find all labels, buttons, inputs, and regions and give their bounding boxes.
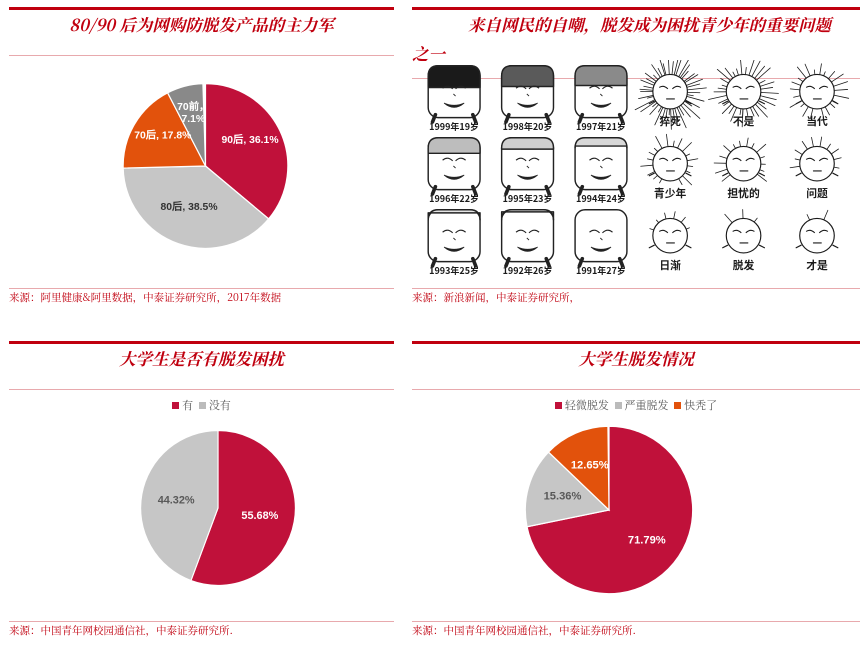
svg-text:1991年27岁: 1991年27岁 — [576, 264, 626, 276]
svg-text:80后, 38.5%: 80后, 38.5% — [161, 200, 218, 213]
svg-text:70后, 17.8%: 70后, 17.8% — [134, 129, 191, 142]
svg-text:90后, 36.1%: 90后, 36.1% — [222, 133, 279, 146]
svg-text:担忧的: 担忧的 — [727, 185, 760, 201]
svg-text:55.68%: 55.68% — [241, 510, 278, 522]
svg-text:1996年22岁: 1996年22岁 — [429, 192, 479, 205]
svg-text:12.65%: 12.65% — [571, 459, 609, 471]
svg-text:1992年26岁: 1992年26岁 — [503, 264, 553, 276]
svg-text:44.32%: 44.32% — [158, 494, 195, 506]
svg-text:70前，: 70前， — [177, 100, 209, 113]
svg-text:1994年24岁: 1994年24岁 — [576, 192, 626, 205]
svg-text:脱发: 脱发 — [733, 257, 755, 273]
svg-text:15.36%: 15.36% — [544, 490, 582, 502]
svg-text:问题: 问题 — [806, 185, 828, 201]
svg-text:当代: 当代 — [806, 113, 828, 129]
svg-text:不是: 不是 — [733, 113, 755, 129]
svg-text:日渐: 日渐 — [659, 257, 681, 273]
svg-text:1997年21岁: 1997年21岁 — [576, 120, 626, 133]
svg-text:1998年20岁: 1998年20岁 — [503, 120, 553, 133]
svg-text:1995年23岁: 1995年23岁 — [503, 192, 553, 205]
svg-text:才是: 才是 — [806, 257, 828, 273]
svg-text:1999年19岁: 1999年19岁 — [429, 120, 479, 133]
svg-text:71.79%: 71.79% — [628, 534, 666, 546]
svg-text:猝死: 猝死 — [659, 113, 681, 129]
svg-text:青少年: 青少年 — [654, 185, 687, 201]
svg-text:7.1%: 7.1% — [181, 114, 205, 125]
svg-text:1993年25岁: 1993年25岁 — [429, 264, 479, 276]
